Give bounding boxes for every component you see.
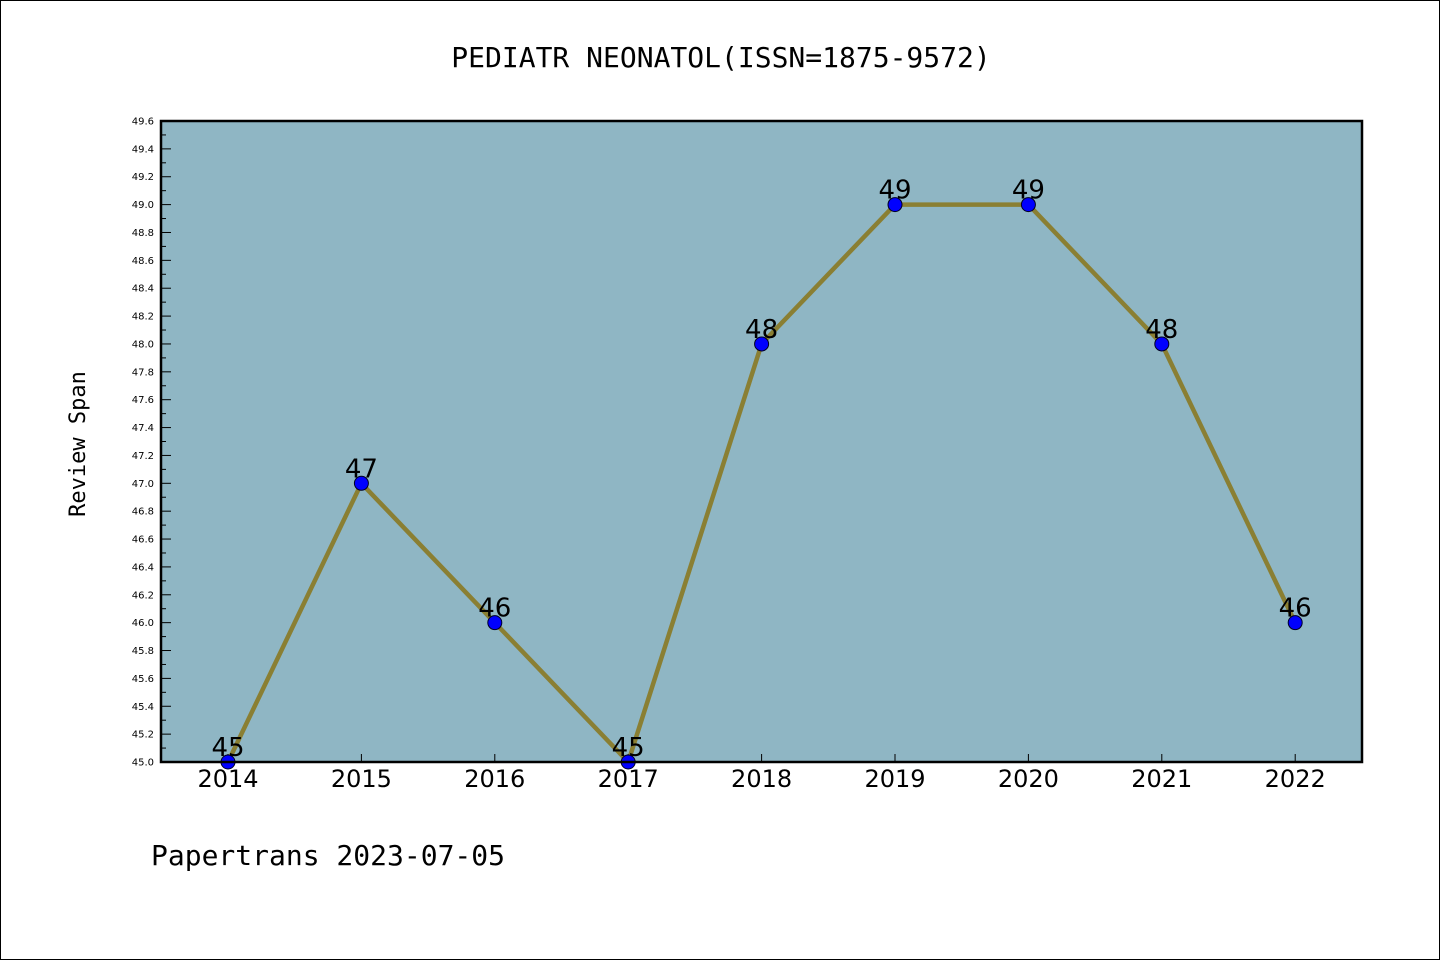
y-tick-label: 45.4 <box>132 702 154 713</box>
y-tick-label: 46.6 <box>132 535 154 546</box>
x-tick-label: 2017 <box>598 765 659 793</box>
data-point-marker <box>487 615 503 631</box>
data-label: 48 <box>745 315 778 345</box>
x-tick-label: 2015 <box>331 765 392 793</box>
data-label: 48 <box>1145 315 1178 345</box>
y-tick-label: 47.8 <box>132 367 154 378</box>
data-point-marker <box>1287 615 1303 631</box>
y-tick-label: 45.6 <box>132 674 154 685</box>
y-tick-label: 49.2 <box>132 172 154 183</box>
data-label: 46 <box>1279 594 1312 624</box>
data-label: 46 <box>478 594 511 624</box>
y-tick-label: 46.4 <box>132 562 154 573</box>
data-label-group: 45 47 46 45 48 49 49 48 46 <box>211 176 1311 763</box>
y-tick-label: 49.6 <box>132 117 154 128</box>
data-point-marker <box>1020 197 1036 213</box>
data-label: 45 <box>612 733 645 763</box>
footer-credit: Papertrans 2023-07-05 <box>151 839 505 872</box>
y-tick-label: 49.4 <box>132 144 154 155</box>
plot-border <box>159 119 1364 764</box>
x-tick-label: 2022 <box>1265 765 1326 793</box>
y-tick-label: 46.0 <box>132 618 154 629</box>
data-point-marker <box>754 336 770 352</box>
data-label: 47 <box>345 454 378 484</box>
x-tick-label: 2016 <box>464 765 525 793</box>
x-tick-label: 2021 <box>1131 765 1192 793</box>
x-tick-label: 2014 <box>197 765 258 793</box>
y-tick-label: 48.0 <box>132 339 154 350</box>
y-tick-label: 48.8 <box>132 228 154 239</box>
x-tick-label: 2018 <box>731 765 792 793</box>
y-tick-label: 49.0 <box>132 200 154 211</box>
y-tick-label: 47.0 <box>132 479 154 490</box>
y-axis-ticks: 45.0 45.2 45.4 45.6 45.8 46.0 46.2 46.4 46.6 46.8… <box>132 117 171 769</box>
x-tick-label: 2020 <box>998 765 1059 793</box>
data-label: 49 <box>878 176 911 206</box>
plot-area <box>161 121 1362 762</box>
x-axis-ticks: 2014 2015 2016 2017 2018 2019 2020 2021 2022 <box>197 754 1326 793</box>
y-tick-label: 48.4 <box>132 284 154 295</box>
y-tick-label: 47.6 <box>132 395 154 406</box>
y-tick-label: 48.6 <box>132 256 154 267</box>
data-label: 49 <box>1012 176 1045 206</box>
x-tick-label: 2019 <box>864 765 925 793</box>
data-label: 45 <box>211 733 244 763</box>
data-point-marker <box>887 197 903 213</box>
y-tick-label: 45.2 <box>132 730 154 741</box>
y-tick-label: 47.4 <box>132 423 154 434</box>
y-axis-label: Review Span <box>66 371 91 517</box>
y-tick-label: 45.8 <box>132 646 154 657</box>
y-tick-label: 46.8 <box>132 507 154 518</box>
y-tick-label: 47.2 <box>132 451 154 462</box>
data-point-marker <box>353 475 369 491</box>
data-point-marker <box>1154 336 1170 352</box>
y-tick-label: 48.2 <box>132 312 154 323</box>
chart-title: PEDIATR NEONATOL(ISSN=1875-9572) <box>451 41 990 74</box>
y-tick-label: 46.2 <box>132 590 154 601</box>
y-tick-label: 45.0 <box>132 758 154 769</box>
